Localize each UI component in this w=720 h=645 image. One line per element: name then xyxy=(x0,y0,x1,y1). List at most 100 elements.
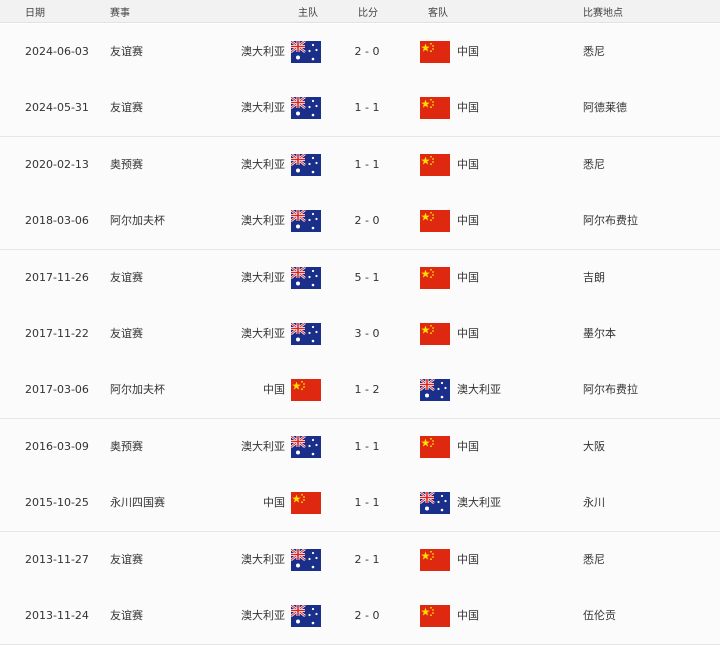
venue-cell: 大阪 xyxy=(583,439,605,453)
table-row: 2020-02-13 奥预赛 澳大利亚 1 - 1 中国 悉尼 xyxy=(0,136,720,194)
table-row: 2018-03-06 阿尔加夫杯 澳大利亚 2 - 0 中国 阿尔布费拉 xyxy=(0,193,720,251)
table-row: 2017-11-22 友谊赛 澳大利亚 3 - 0 中国 墨尔本 xyxy=(0,306,720,363)
table-row: 2017-11-26 友谊赛 澳大利亚 5 - 1 中国 吉朗 xyxy=(0,249,720,307)
date-cell: 2024-05-31 xyxy=(25,101,89,115)
score-cell: 1 - 1 xyxy=(354,496,380,510)
score-cell: 2 - 0 xyxy=(354,45,380,58)
date-cell: 2013-11-24 xyxy=(25,609,89,622)
header-cell: 客队 xyxy=(428,8,448,19)
header-cell: 主队 xyxy=(298,8,318,19)
venue-cell: 墨尔本 xyxy=(583,327,616,340)
score-cell: 3 - 0 xyxy=(354,327,380,340)
table-row: 2024-06-03 友谊赛 澳大利亚 2 - 0 中国 悉尼 xyxy=(0,24,720,81)
away-team: 中国 xyxy=(457,101,479,115)
home-team: 澳大利亚 xyxy=(241,214,285,228)
event-cell: 友谊赛 xyxy=(110,45,143,58)
score-cell: 1 - 1 xyxy=(354,101,380,115)
header-cell: 比分 xyxy=(358,8,378,19)
date-cell: 2024-06-03 xyxy=(25,45,89,58)
away-flag xyxy=(419,491,450,515)
event-cell: 永川四国赛 xyxy=(110,496,165,510)
home-flag xyxy=(290,209,321,233)
date-cell: 2017-11-22 xyxy=(25,327,89,340)
header-cell: 赛事 xyxy=(110,8,130,19)
header-cell: 比赛地点 xyxy=(583,8,623,19)
away-team: 中国 xyxy=(457,270,479,284)
away-team: 中国 xyxy=(457,157,479,171)
home-team: 澳大利亚 xyxy=(241,270,285,284)
venue-cell: 阿德莱德 xyxy=(583,101,627,115)
event-cell: 友谊赛 xyxy=(110,327,143,340)
table-row: 2013-11-24 友谊赛 澳大利亚 2 - 0 中国 伍伦贡 xyxy=(0,588,720,645)
event-cell: 奥预赛 xyxy=(110,439,143,453)
date-cell: 2015-10-25 xyxy=(25,496,89,510)
away-team: 中国 xyxy=(457,45,479,58)
table-header: 日期 赛事 主队 比分 客队 比赛地点 xyxy=(0,0,720,23)
home-flag xyxy=(290,322,321,345)
away-team: 中国 xyxy=(457,439,479,453)
home-team: 澳大利亚 xyxy=(241,327,285,340)
home-flag xyxy=(291,379,321,402)
home-flag xyxy=(290,40,321,63)
score-cell: 1 - 2 xyxy=(354,383,380,397)
venue-cell: 伍伦贡 xyxy=(583,609,616,622)
home-team: 中国 xyxy=(263,383,285,397)
table-row: 2024-05-31 友谊赛 澳大利亚 1 - 1 中国 阿德莱德 xyxy=(0,80,720,138)
away-team: 中国 xyxy=(457,327,479,340)
venue-cell: 悉尼 xyxy=(583,552,605,566)
table-row: 2016-03-09 奥预赛 澳大利亚 1 - 1 中国 大阪 xyxy=(0,418,720,476)
event-cell: 友谊赛 xyxy=(110,270,143,284)
away-flag xyxy=(420,435,450,458)
event-cell: 奥预赛 xyxy=(110,157,143,171)
away-flag xyxy=(420,548,450,571)
home-team: 澳大利亚 xyxy=(241,157,285,171)
away-flag xyxy=(420,41,450,63)
away-flag xyxy=(420,323,450,345)
venue-cell: 永川 xyxy=(583,496,605,510)
date-cell: 2017-11-26 xyxy=(25,270,89,284)
event-cell: 友谊赛 xyxy=(110,552,143,566)
venue-cell: 阿尔布费拉 xyxy=(583,383,638,397)
date-cell: 2017-03-06 xyxy=(25,383,89,397)
event-cell: 阿尔加夫杯 xyxy=(110,214,165,228)
away-flag xyxy=(419,378,450,402)
event-cell: 友谊赛 xyxy=(110,101,143,115)
home-team: 中国 xyxy=(263,496,285,510)
table-row: 2015-10-25 永川四国赛 中国 1 - 1 澳大利亚 永川 xyxy=(0,475,720,533)
home-team: 澳大利亚 xyxy=(241,439,285,453)
home-team: 澳大利亚 xyxy=(241,101,285,115)
event-cell: 阿尔加夫杯 xyxy=(110,383,165,397)
score-cell: 5 - 1 xyxy=(354,270,380,284)
away-flag xyxy=(420,210,450,233)
home-flag xyxy=(290,265,321,289)
home-team: 澳大利亚 xyxy=(241,45,285,58)
score-cell: 1 - 1 xyxy=(354,439,380,453)
date-cell: 2013-11-27 xyxy=(25,552,89,566)
home-flag xyxy=(290,547,321,571)
away-flag xyxy=(420,153,450,176)
venue-cell: 悉尼 xyxy=(583,157,605,171)
home-team: 澳大利亚 xyxy=(241,552,285,566)
home-flag xyxy=(290,96,321,120)
header-cell: 日期 xyxy=(25,8,45,19)
table-row: 2017-03-06 阿尔加夫杯 中国 1 - 2 澳大利亚 阿尔布费拉 xyxy=(0,362,720,420)
away-flag xyxy=(420,97,450,120)
score-cell: 1 - 1 xyxy=(354,157,380,171)
home-flag xyxy=(291,492,321,515)
score-cell: 2 - 0 xyxy=(354,214,380,228)
table-row: 2013-11-27 友谊赛 澳大利亚 2 - 1 中国 悉尼 xyxy=(0,531,720,589)
event-cell: 友谊赛 xyxy=(110,609,143,622)
venue-cell: 吉朗 xyxy=(583,270,605,284)
away-flag xyxy=(420,605,450,627)
away-team: 中国 xyxy=(457,214,479,228)
home-flag xyxy=(290,152,321,176)
score-cell: 2 - 1 xyxy=(354,552,380,566)
date-cell: 2020-02-13 xyxy=(25,157,89,171)
away-team: 澳大利亚 xyxy=(457,496,501,510)
home-team: 澳大利亚 xyxy=(241,609,285,622)
venue-cell: 悉尼 xyxy=(583,45,605,58)
home-flag xyxy=(290,434,321,458)
score-cell: 2 - 0 xyxy=(354,609,380,622)
away-team: 中国 xyxy=(457,552,479,566)
